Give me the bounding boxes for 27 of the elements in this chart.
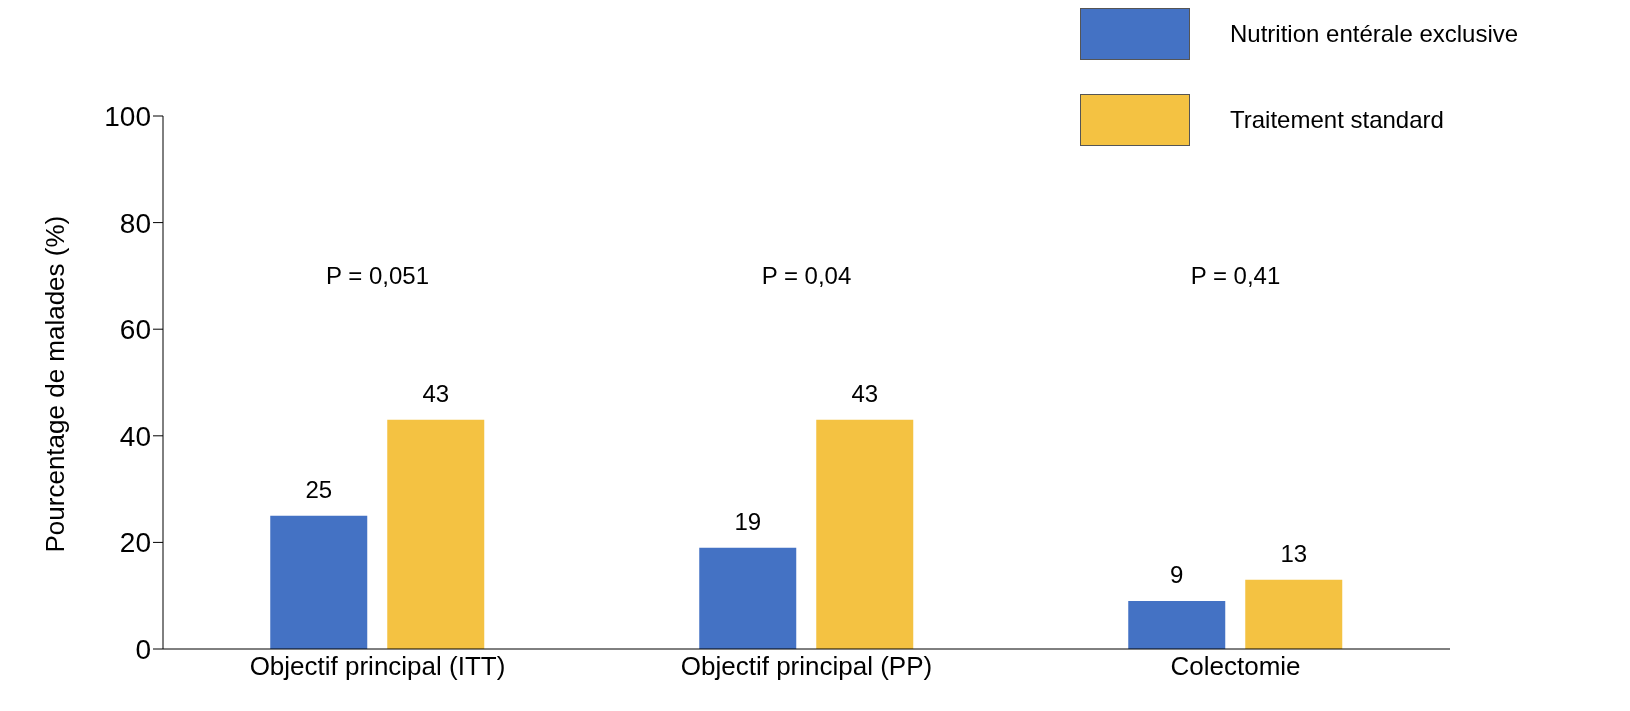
y-tick-label: 20	[119, 527, 151, 559]
annotation: P = 0,41	[1190, 262, 1281, 290]
data-label: 43	[422, 379, 450, 407]
y-tick-label: 60	[119, 314, 151, 346]
legend-label: Nutrition entérale exclusive	[1230, 20, 1520, 48]
bar	[387, 419, 485, 649]
data-label: 9	[1170, 561, 1184, 589]
annotation: P = 0,04	[761, 262, 852, 290]
y-tick-label: 40	[119, 420, 151, 452]
bar	[699, 547, 797, 649]
y-axis-title: Pourcentage de malades (%)	[40, 215, 71, 553]
x-tick-label: Objectif principal (PP)	[680, 651, 933, 682]
x-tick-label: Objectif principal (ITT)	[249, 651, 506, 682]
y-tick-label: 80	[119, 207, 151, 239]
y-tick-label: 100	[104, 100, 151, 132]
bar	[1128, 601, 1226, 649]
x-tick-label: Colectomie	[1170, 651, 1301, 682]
annotation: P = 0,051	[326, 262, 429, 290]
legend-label: Traitement standard	[1230, 106, 1445, 134]
data-label: 43	[851, 379, 879, 407]
bar	[1245, 579, 1343, 649]
bar	[270, 515, 368, 649]
y-tick-label: 0	[135, 633, 151, 665]
bar	[816, 419, 914, 649]
data-label: 13	[1280, 539, 1308, 567]
data-label: 25	[305, 475, 333, 503]
data-label: 19	[734, 507, 762, 535]
